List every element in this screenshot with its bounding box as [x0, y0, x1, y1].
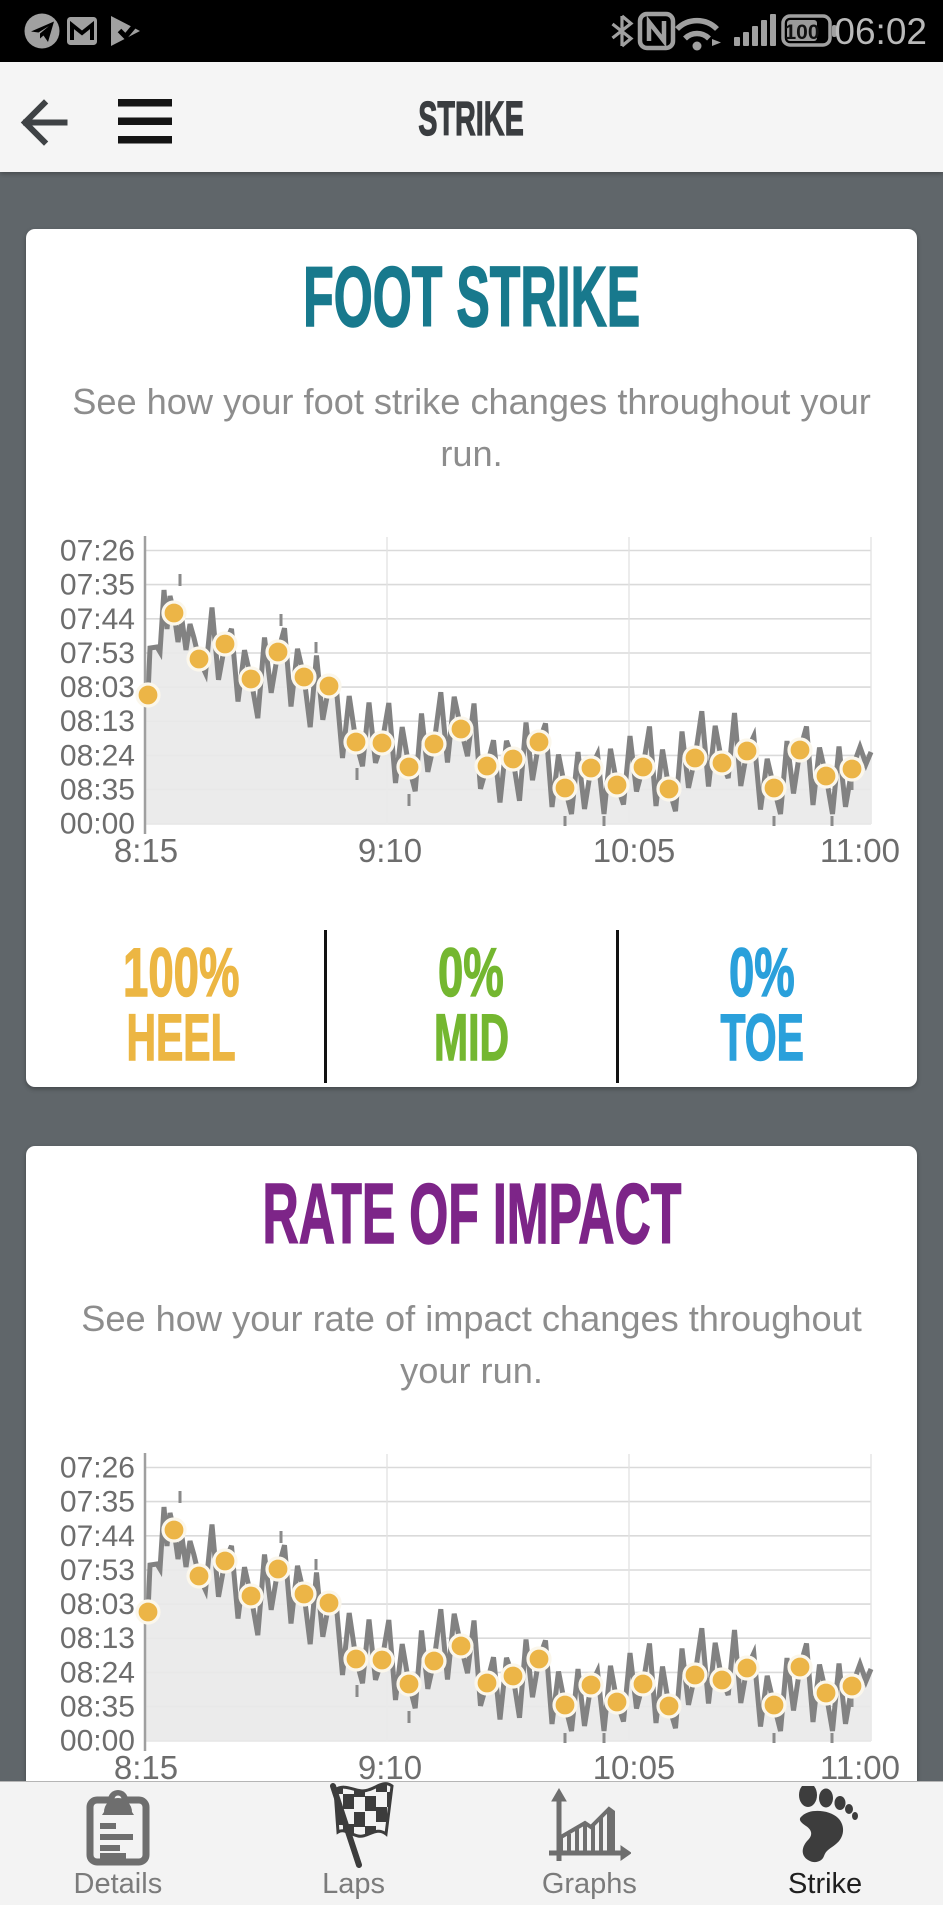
svg-text:07:53: 07:53 [60, 637, 135, 670]
svg-text:8:15: 8:15 [114, 1749, 178, 1786]
svg-text:08:35: 08:35 [60, 1691, 135, 1724]
svg-text:07:26: 07:26 [60, 1452, 135, 1485]
svg-text:9:10: 9:10 [358, 832, 422, 869]
svg-text:11:00: 11:00 [820, 1749, 900, 1786]
svg-text:08:13: 08:13 [60, 1622, 135, 1655]
svg-text:08:03: 08:03 [60, 671, 135, 704]
svg-text:07:44: 07:44 [60, 603, 135, 636]
svg-text:08:13: 08:13 [60, 705, 135, 738]
svg-text:9:10: 9:10 [358, 1749, 422, 1786]
svg-text:06:02: 06:02 [834, 11, 927, 52]
svg-text:07:35: 07:35 [60, 1486, 135, 1519]
svg-text:07:35: 07:35 [60, 569, 135, 602]
svg-text:08:35: 08:35 [60, 774, 135, 807]
svg-text:07:44: 07:44 [60, 1520, 135, 1553]
svg-text:07:26: 07:26 [60, 535, 135, 568]
svg-text:11:00: 11:00 [820, 832, 900, 869]
svg-text:8:15: 8:15 [114, 832, 178, 869]
svg-text:10:05: 10:05 [593, 832, 676, 869]
svg-text:100: 100 [784, 21, 819, 44]
svg-text:00:00: 00:00 [60, 1725, 135, 1758]
svg-text:08:03: 08:03 [60, 1588, 135, 1621]
svg-text:08:24: 08:24 [60, 1656, 135, 1689]
svg-text:08:24: 08:24 [60, 739, 135, 772]
svg-text:07:53: 07:53 [60, 1554, 135, 1587]
svg-text:00:00: 00:00 [60, 808, 135, 841]
svg-text:10:05: 10:05 [593, 1749, 676, 1786]
